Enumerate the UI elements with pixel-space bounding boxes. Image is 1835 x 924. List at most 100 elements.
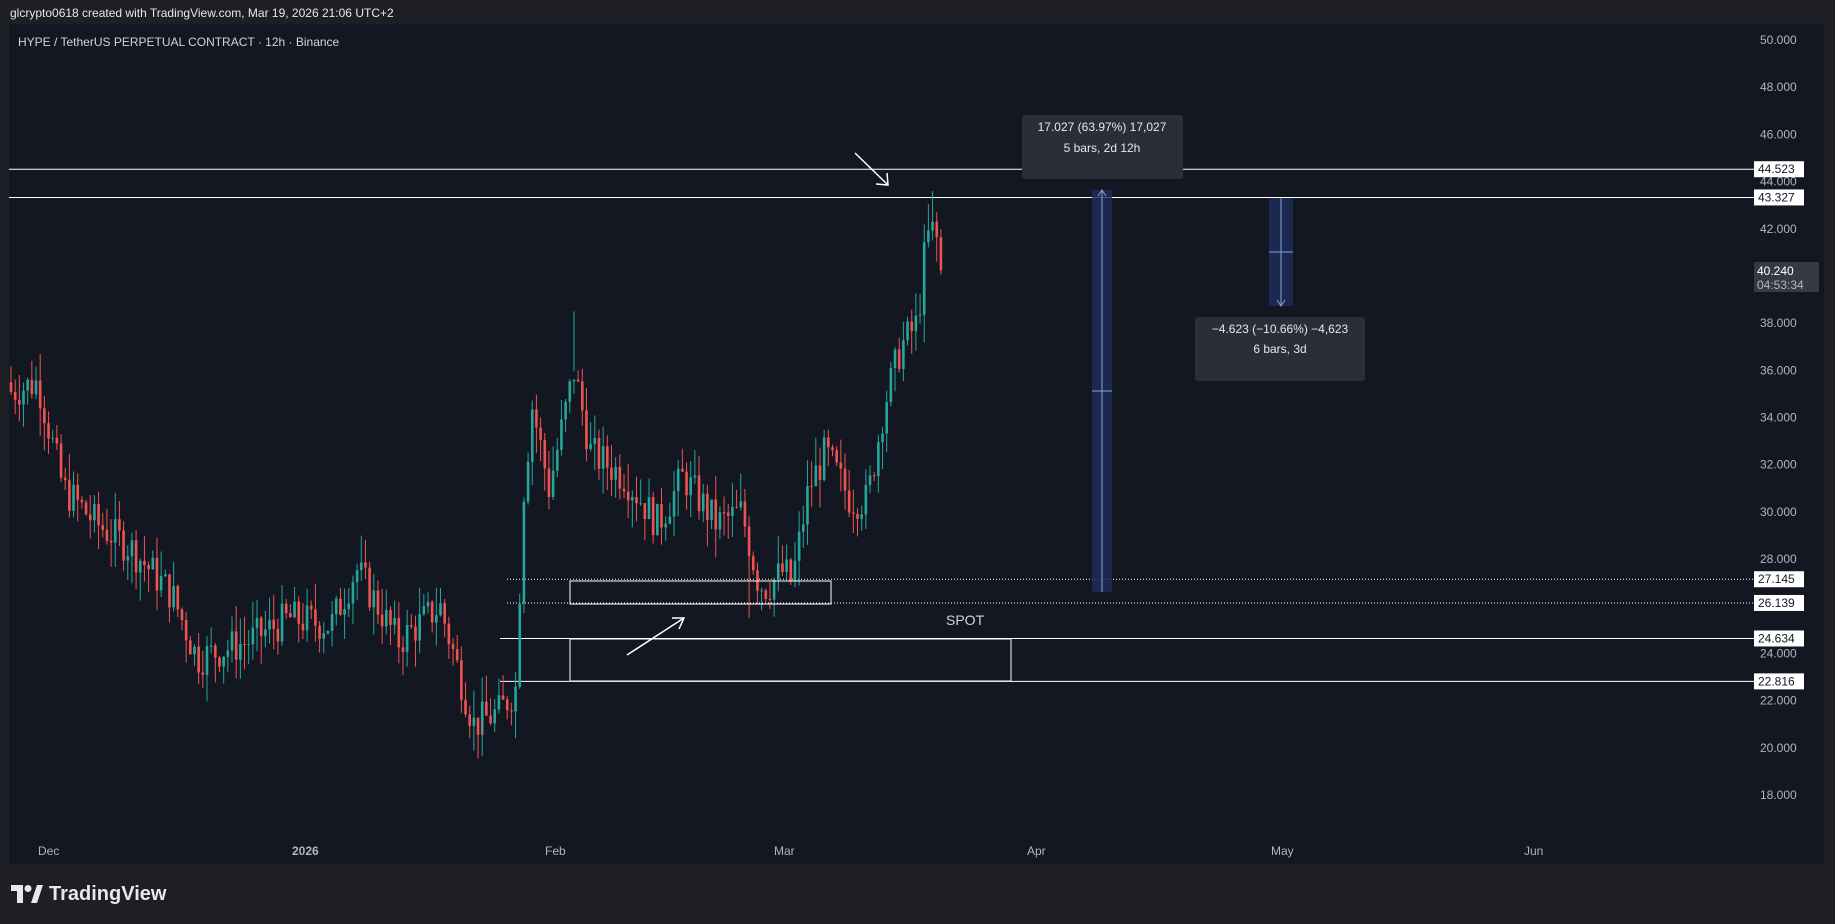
candle-body[interactable] bbox=[501, 695, 505, 700]
candle-body[interactable] bbox=[489, 715, 492, 724]
candle-body[interactable] bbox=[109, 540, 113, 543]
candle-body[interactable] bbox=[147, 565, 150, 570]
candle-body[interactable] bbox=[839, 462, 843, 469]
candle-body[interactable] bbox=[297, 601, 301, 624]
candle-body[interactable] bbox=[751, 556, 755, 571]
candle-body[interactable] bbox=[535, 409, 538, 428]
candle-body[interactable] bbox=[910, 321, 914, 332]
candle-body[interactable] bbox=[255, 617, 259, 628]
candle-body[interactable] bbox=[877, 442, 880, 477]
candle-body[interactable] bbox=[551, 470, 555, 497]
candle-body[interactable] bbox=[660, 503, 663, 528]
candle-body[interactable] bbox=[776, 563, 780, 580]
candle-body[interactable] bbox=[472, 717, 476, 726]
candle-body[interactable] bbox=[339, 598, 342, 615]
candle-body[interactable] bbox=[59, 443, 63, 478]
candle-body[interactable] bbox=[689, 477, 693, 496]
candle-body[interactable] bbox=[739, 501, 743, 508]
candle-body[interactable] bbox=[922, 242, 926, 315]
candle-body[interactable] bbox=[230, 631, 234, 651]
candle-body[interactable] bbox=[597, 438, 601, 469]
candle-body[interactable] bbox=[201, 672, 205, 675]
candle-body[interactable] bbox=[347, 603, 351, 610]
candle-body[interactable] bbox=[334, 598, 338, 615]
candle-body[interactable] bbox=[30, 379, 34, 395]
candle-body[interactable] bbox=[514, 686, 517, 712]
candle-body[interactable] bbox=[601, 446, 605, 469]
candle-body[interactable] bbox=[735, 506, 738, 508]
candle-body[interactable] bbox=[443, 603, 446, 624]
candle-body[interactable] bbox=[284, 603, 288, 614]
candle-body[interactable] bbox=[760, 590, 763, 592]
candle-body[interactable] bbox=[172, 585, 175, 608]
candle-body[interactable] bbox=[126, 556, 130, 561]
candle-body[interactable] bbox=[572, 379, 576, 382]
candle-body[interactable] bbox=[209, 645, 213, 647]
candle-body[interactable] bbox=[359, 562, 363, 571]
candle-body[interactable] bbox=[768, 598, 772, 600]
candlesticks[interactable] bbox=[9, 191, 943, 759]
candle-body[interactable] bbox=[289, 613, 292, 618]
candle-body[interactable] bbox=[301, 623, 305, 631]
candle-body[interactable] bbox=[860, 514, 863, 519]
candle-body[interactable] bbox=[88, 514, 92, 521]
candle-body[interactable] bbox=[476, 717, 480, 735]
candle-body[interactable] bbox=[214, 645, 217, 658]
candle-body[interactable] bbox=[902, 340, 905, 369]
candle-body[interactable] bbox=[889, 367, 893, 403]
candle-body[interactable] bbox=[314, 609, 317, 626]
candle-body[interactable] bbox=[318, 625, 321, 639]
candle-body[interactable] bbox=[330, 614, 334, 631]
candle-body[interactable] bbox=[831, 447, 834, 451]
candle-body[interactable] bbox=[580, 381, 584, 411]
candle-body[interactable] bbox=[205, 645, 209, 675]
candle-body[interactable] bbox=[68, 480, 71, 511]
candle-body[interactable] bbox=[906, 321, 909, 341]
candle-body[interactable] bbox=[793, 560, 797, 582]
candle-body[interactable] bbox=[593, 438, 597, 444]
candle-body[interactable] bbox=[918, 314, 922, 316]
candle-body[interactable] bbox=[322, 633, 326, 639]
candle-body[interactable] bbox=[718, 512, 722, 530]
candle-body[interactable] bbox=[935, 221, 939, 238]
candle-body[interactable] bbox=[447, 623, 451, 645]
candle-body[interactable] bbox=[835, 450, 838, 463]
candle-body[interactable] bbox=[693, 475, 697, 478]
candle-body[interactable] bbox=[368, 567, 371, 608]
candle-body[interactable] bbox=[731, 506, 734, 516]
candle-body[interactable] bbox=[464, 699, 467, 715]
candle-body[interactable] bbox=[814, 465, 818, 487]
candle-body[interactable] bbox=[18, 399, 21, 405]
candle-body[interactable] bbox=[393, 617, 396, 625]
candle-body[interactable] bbox=[881, 433, 884, 443]
candle-body[interactable] bbox=[193, 646, 196, 655]
candle-body[interactable] bbox=[697, 475, 701, 512]
candle-body[interactable] bbox=[439, 603, 442, 616]
candle-body[interactable] bbox=[893, 349, 897, 368]
candle-body[interactable] bbox=[526, 461, 530, 502]
candle-body[interactable] bbox=[268, 619, 271, 630]
candle-body[interactable] bbox=[747, 526, 751, 557]
candle-body[interactable] bbox=[101, 525, 105, 530]
candle-body[interactable] bbox=[639, 503, 642, 505]
candle-body[interactable] bbox=[380, 614, 384, 627]
candle-body[interactable] bbox=[385, 609, 388, 627]
candle-body[interactable] bbox=[460, 660, 463, 700]
candle-body[interactable] bbox=[401, 647, 405, 652]
candle-body[interactable] bbox=[93, 504, 96, 521]
candle-body[interactable] bbox=[847, 490, 851, 513]
candle-body[interactable] bbox=[685, 471, 688, 496]
candle-body[interactable] bbox=[610, 467, 613, 480]
candle-body[interactable] bbox=[822, 437, 826, 480]
candle-body[interactable] bbox=[26, 379, 29, 391]
candle-body[interactable] bbox=[309, 605, 313, 610]
candle-body[interactable] bbox=[576, 379, 580, 382]
candle-body[interactable] bbox=[631, 497, 634, 501]
candle-body[interactable] bbox=[343, 609, 346, 615]
candle-body[interactable] bbox=[789, 559, 793, 582]
candle-body[interactable] bbox=[176, 585, 180, 610]
candle-body[interactable] bbox=[259, 617, 263, 637]
candle-body[interactable] bbox=[818, 465, 822, 480]
candle-body[interactable] bbox=[430, 601, 434, 623]
